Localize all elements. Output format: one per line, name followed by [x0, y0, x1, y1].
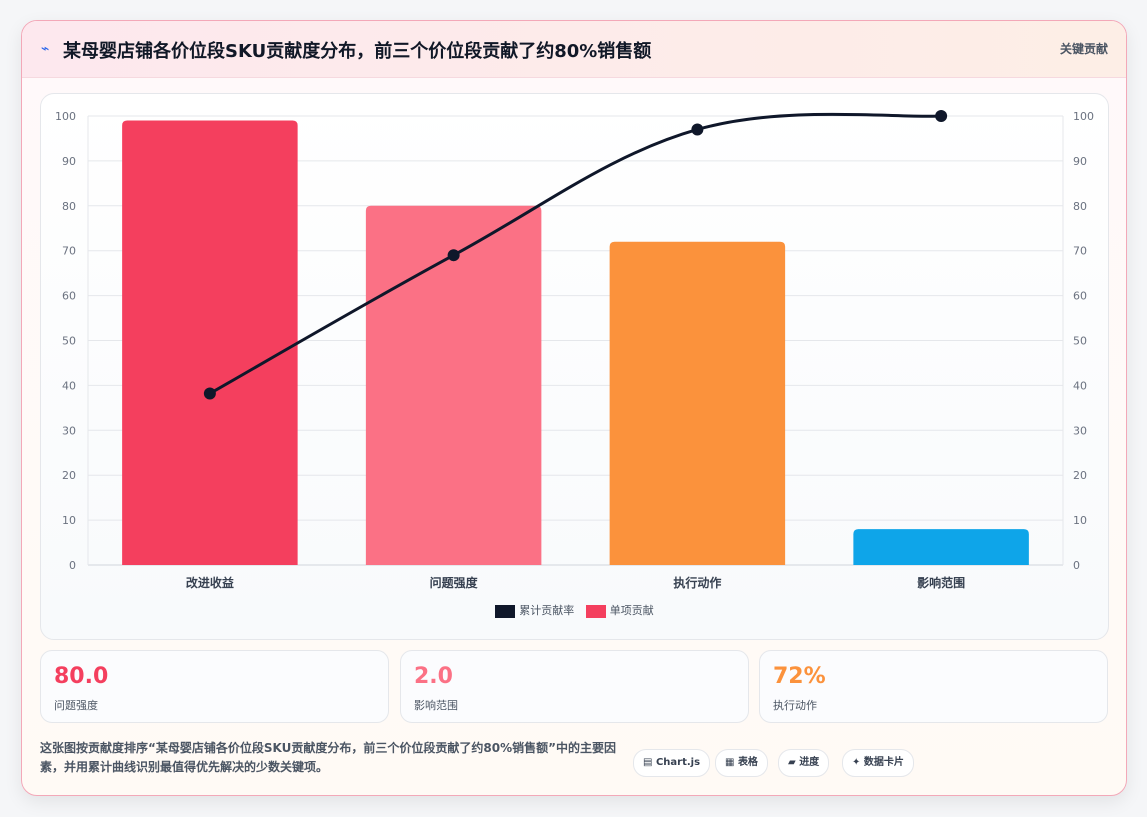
- y2-tick-label: 10: [1073, 514, 1087, 527]
- y2-tick-label: 70: [1073, 245, 1087, 258]
- chip-progress[interactable]: ▰ 进度: [778, 749, 830, 777]
- stat-card-scope: 2.0 影响范围: [400, 650, 749, 723]
- y-tick-label: 100: [55, 110, 76, 123]
- y2-tick-label: 100: [1073, 110, 1094, 123]
- y2-tick-label: 60: [1073, 290, 1087, 303]
- y2-tick-label: 30: [1073, 424, 1087, 437]
- y2-tick-label: 0: [1073, 559, 1080, 572]
- y-tick-label: 20: [62, 469, 76, 482]
- chip-chartjs[interactable]: ▤ Chart.js: [633, 749, 711, 777]
- x-category-label: 执行动作: [673, 575, 721, 590]
- cumulative-point: [447, 249, 460, 262]
- chip-label: Chart.js: [655, 757, 701, 768]
- y-tick-label: 10: [62, 514, 76, 527]
- bar-执行动作: [609, 241, 786, 565]
- x-category-label: 影响范围: [917, 575, 965, 590]
- legend-label-single: 单项贡献: [609, 604, 654, 617]
- cumulative-point: [203, 387, 216, 400]
- x-category-label: 问题强度: [430, 575, 479, 590]
- stat-label: 影响范围: [414, 699, 458, 712]
- stat-value: 80.0: [54, 664, 109, 689]
- card-header: ⌁ 某母婴店铺各价位段SKU贡献度分布，前三个价位段贡献了约80%销售额 关键贡…: [22, 21, 1126, 78]
- chip-label: 表格: [737, 757, 758, 768]
- progress-icon: ▰: [788, 757, 796, 768]
- stat-label: 问题强度: [54, 699, 98, 712]
- chip-table[interactable]: ▦ 表格: [715, 749, 768, 777]
- y-tick-label: 70: [62, 245, 76, 258]
- stat-value: 72%: [773, 664, 826, 689]
- y2-tick-label: 20: [1073, 469, 1087, 482]
- y-tick-label: 50: [62, 335, 76, 348]
- y2-tick-label: 50: [1073, 335, 1087, 348]
- header-tag: 关键贡献: [1059, 42, 1108, 56]
- chip-label: 进度: [799, 757, 820, 768]
- y2-tick-label: 40: [1073, 379, 1087, 392]
- y-tick-label: 60: [62, 290, 76, 303]
- y-tick-label: 0: [69, 559, 76, 572]
- y-tick-label: 90: [62, 155, 76, 168]
- chip-label: 数据卡片: [863, 757, 904, 768]
- chart-legend: 累计贡献率 单项贡献: [41, 602, 1108, 618]
- stat-card-intensity: 80.0 问题强度: [40, 650, 389, 723]
- y-tick-label: 40: [62, 379, 76, 392]
- bar-影响范围: [853, 529, 1029, 565]
- legend-swatch-cumulative: [495, 604, 516, 618]
- cumulative-point: [935, 110, 948, 122]
- cumulative-line: [209, 112, 942, 395]
- legend-item-cumulative[interactable]: 累计贡献率: [495, 602, 574, 618]
- y-tick-label: 80: [62, 200, 76, 213]
- stat-value: 2.0: [414, 664, 453, 689]
- x-category-label: 改进收益: [186, 575, 234, 590]
- sparkle-icon: ✦: [852, 757, 861, 768]
- stat-label: 执行动作: [773, 699, 817, 712]
- legend-item-single[interactable]: 单项贡献: [585, 602, 654, 618]
- legend-label-cumulative: 累计贡献率: [519, 604, 575, 617]
- bar-改进收益: [122, 120, 298, 566]
- chart-icon: ▤: [643, 757, 653, 768]
- stat-card-action: 72% 执行动作: [759, 650, 1108, 723]
- chart-description: 这张图按贡献度排序“某母婴店铺各价位段SKU贡献度分布，前三个价位段贡献了约80…: [40, 741, 616, 774]
- y2-tick-label: 90: [1073, 155, 1087, 168]
- chip-data-cards[interactable]: ✦ 数据卡片: [842, 749, 914, 777]
- y-tick-label: 30: [62, 424, 76, 437]
- legend-swatch-single: [585, 604, 606, 618]
- chart-card: ⌁ 某母婴店铺各价位段SKU贡献度分布，前三个价位段贡献了约80%销售额 关键贡…: [21, 20, 1127, 796]
- cumulative-point: [691, 123, 704, 136]
- chart-panel: 0 0 10 10 20 20 30 30 40 40 50 50 60 60 70 70 80 80 90 90 10…: [40, 93, 1109, 640]
- chart-title: 某母婴店铺各价位段SKU贡献度分布，前三个价位段贡献了约80%销售额: [63, 41, 652, 62]
- table-icon: ▦: [725, 757, 735, 768]
- bar-问题强度: [365, 205, 542, 566]
- y2-tick-label: 80: [1073, 200, 1087, 213]
- spark-icon: ⌁: [41, 41, 50, 57]
- pareto-chart: 0 0 10 10 20 20 30 30 40 40 50 50 60 60 70 70 80 80 90 90 10…: [55, 110, 1094, 590]
